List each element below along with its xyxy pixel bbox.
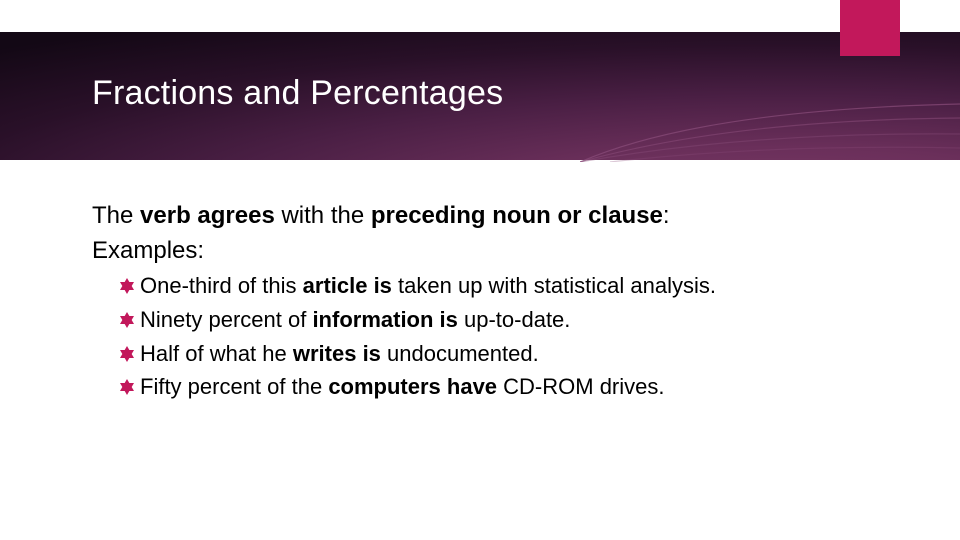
slide: Fractions and Percentages The verb agree… [0,0,960,540]
list-item: Half of what he writes is undocumented. [120,339,872,369]
bullet-emphasis: information is [312,307,457,332]
lead-bold-2: preceding noun or clause [371,202,663,229]
bullet-segment: Half of what he [140,341,293,366]
bullet-emphasis: computers have [328,374,497,399]
slide-title: Fractions and Percentages [92,74,503,113]
lead-mid: with the [275,202,371,229]
bullet-marker-icon [120,312,134,324]
lead-pre: The [92,202,140,229]
bullet-text: Fifty percent of the computers have CD-R… [140,372,665,402]
bullet-segment: undocumented. [381,341,539,366]
bullet-marker-icon [120,379,134,391]
bullet-marker-icon [120,278,134,290]
lead-post: : [663,202,670,229]
list-item: Fifty percent of the computers have CD-R… [120,372,872,402]
bullet-text: Half of what he writes is undocumented. [140,339,539,369]
lead-bold-1: verb agrees [140,202,275,229]
bullet-list: One-third of this article is taken up wi… [120,271,872,402]
bullet-segment: taken up with statistical analysis. [392,273,716,298]
bullet-marker-icon [120,346,134,358]
examples-label: Examples: [92,237,872,265]
lead-sentence: The verb agrees with the preceding noun … [92,200,872,231]
bullet-text: Ninety percent of information is up-to-d… [140,305,570,335]
bullet-segment: Ninety percent of [140,307,312,332]
accent-tab [840,0,900,56]
bullet-segment: Fifty percent of the [140,374,328,399]
bullet-emphasis: article is [303,273,392,298]
list-item: Ninety percent of information is up-to-d… [120,305,872,335]
bullet-segment: CD-ROM drives. [497,374,664,399]
bullet-segment: up-to-date. [458,307,571,332]
bullet-emphasis: writes is [293,341,381,366]
bullet-text: One-third of this article is taken up wi… [140,271,716,301]
list-item: One-third of this article is taken up wi… [120,271,872,301]
slide-body: The verb agrees with the preceding noun … [92,200,872,406]
bullet-segment: One-third of this [140,273,303,298]
swoosh-decoration [580,98,960,162]
